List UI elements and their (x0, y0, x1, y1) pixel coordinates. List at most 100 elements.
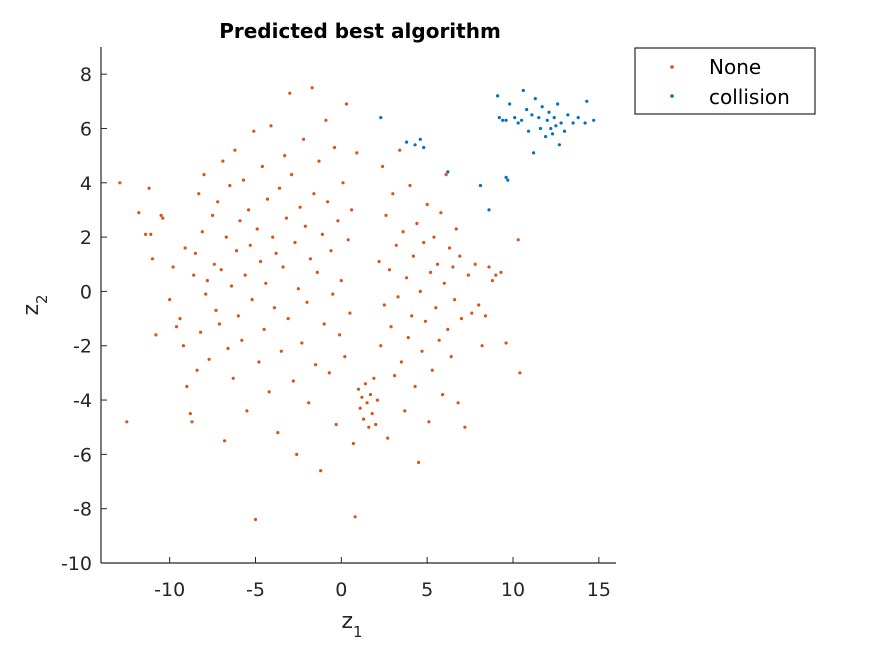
data-point (449, 355, 453, 359)
series-collision (379, 88, 596, 212)
data-point (537, 116, 541, 120)
data-point (544, 135, 548, 139)
data-point (343, 355, 347, 359)
data-point (391, 192, 395, 196)
data-point (149, 232, 153, 236)
data-point (322, 322, 326, 326)
data-point (150, 257, 155, 261)
legend-label-none: None (709, 55, 761, 79)
x-axis-ticks: -10 -5 0 5 10 15 (154, 557, 611, 601)
data-point (432, 235, 436, 239)
data-point (362, 417, 366, 421)
data-point (545, 118, 549, 122)
data-point (346, 238, 350, 242)
data-point (592, 118, 596, 122)
y-tick-label: -2 (73, 336, 92, 358)
data-point (415, 221, 419, 226)
data-point (235, 249, 239, 253)
y-axis-label-base: z (19, 304, 44, 316)
data-point (192, 273, 196, 277)
data-point (506, 178, 510, 182)
data-point (384, 213, 388, 217)
data-point (350, 208, 354, 212)
data-point (300, 341, 304, 345)
data-point (380, 164, 385, 169)
data-point (439, 211, 443, 215)
data-point (526, 129, 531, 133)
data-point (418, 137, 422, 141)
data-point (420, 349, 424, 353)
data-point (181, 344, 185, 348)
data-point (310, 86, 314, 90)
data-point (418, 289, 422, 293)
data-point (324, 118, 328, 122)
x-axis-label-base: z (341, 609, 353, 634)
data-point (193, 251, 197, 255)
y-tick-label: -4 (73, 390, 92, 412)
y-axis-label-group: z2 (19, 294, 51, 315)
data-point (410, 314, 414, 318)
data-point (341, 181, 345, 185)
data-point (459, 317, 464, 321)
data-point (417, 460, 421, 465)
data-point (185, 384, 189, 389)
data-point (559, 121, 563, 125)
data-point (248, 243, 252, 247)
data-point (504, 118, 508, 122)
data-point (247, 208, 251, 212)
data-point (219, 268, 223, 272)
data-point (200, 230, 204, 234)
data-point (405, 140, 409, 144)
data-point (405, 276, 409, 280)
data-point (312, 192, 316, 196)
y-axis-label-subscript: 2 (33, 294, 51, 304)
data-point (253, 517, 258, 522)
data-point (372, 376, 376, 380)
data-point (329, 249, 333, 253)
data-point (504, 175, 508, 179)
data-point (413, 384, 417, 389)
data-point (363, 382, 367, 386)
data-point (483, 314, 488, 318)
data-point (245, 409, 249, 413)
data-point (427, 420, 431, 424)
data-point (585, 99, 589, 103)
data-point (399, 360, 403, 364)
data-point (494, 273, 498, 277)
data-point (557, 143, 562, 147)
data-point (236, 314, 240, 318)
data-point (257, 360, 261, 364)
data-point (168, 298, 172, 302)
x-axis-label: z1 (341, 609, 362, 641)
data-point (265, 197, 270, 201)
data-point (214, 308, 218, 312)
data-point (319, 469, 323, 473)
data-point (463, 425, 467, 429)
data-point (281, 265, 285, 269)
data-point (487, 265, 491, 269)
data-point (473, 262, 477, 266)
data-point (413, 143, 417, 147)
legend-box (634, 47, 816, 115)
data-point (259, 259, 263, 264)
data-point (243, 273, 247, 277)
data-point (458, 254, 462, 258)
y-tick-label: -8 (73, 499, 92, 521)
data-point (269, 124, 273, 128)
data-point (422, 145, 426, 150)
data-point (497, 116, 501, 120)
data-point (454, 227, 458, 231)
data-point (154, 333, 158, 337)
data-point (277, 186, 282, 190)
data-point (334, 422, 338, 427)
x-tick-label: 15 (587, 579, 611, 601)
data-point (365, 401, 369, 405)
data-point (379, 116, 383, 120)
data-point (583, 121, 587, 125)
data-point (374, 422, 378, 427)
data-point (499, 270, 503, 274)
data-point (314, 363, 318, 367)
data-point (562, 129, 567, 133)
data-point (356, 387, 361, 391)
data-point (434, 306, 438, 310)
